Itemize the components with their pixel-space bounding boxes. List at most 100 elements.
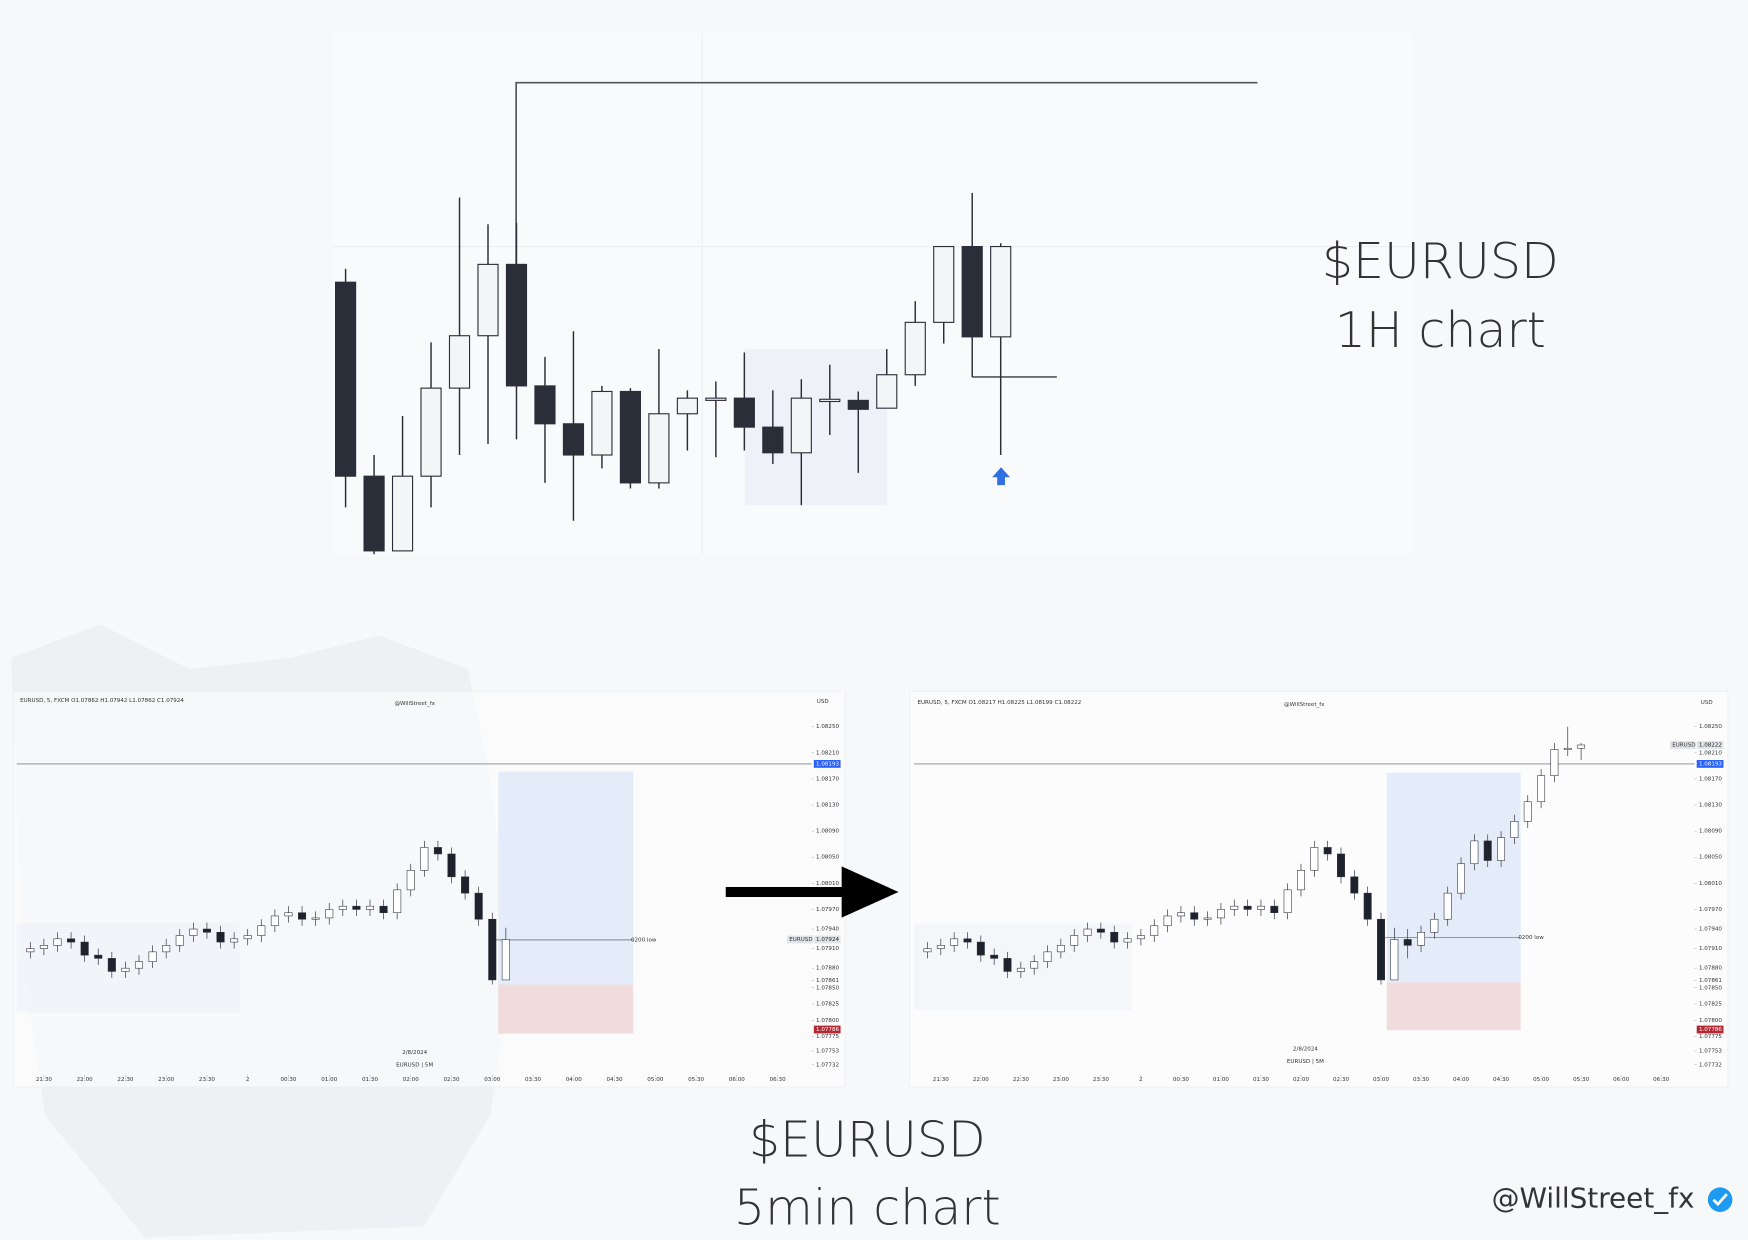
candle-body: [562, 423, 585, 456]
candle-body: [961, 245, 983, 338]
candle-body: [976, 941, 985, 956]
candle-body: [1176, 912, 1185, 917]
y-tick-label: 1.07880: [816, 966, 839, 972]
y-tick-label: 1.08130: [816, 803, 839, 809]
price-tag: 1.08193: [1699, 761, 1722, 767]
y-tick-label: 1.07880: [1699, 966, 1722, 972]
y-tick-label: 1.07800: [816, 1018, 839, 1024]
candle-body: [406, 870, 415, 891]
candle-body: [762, 426, 784, 454]
candle-body: [1577, 744, 1586, 749]
candle-body: [334, 281, 357, 477]
candle-body: [39, 945, 48, 949]
candle-body: [284, 912, 293, 917]
footer-title: $EURUSD: [749, 1110, 986, 1168]
y-tick-label: 1.07753: [1699, 1049, 1722, 1055]
target-zone: [498, 771, 634, 985]
x-tick-label: 05:00: [647, 1077, 663, 1083]
candle-body: [379, 905, 388, 913]
candle-body: [230, 938, 239, 943]
candle-body: [257, 925, 266, 936]
price-tag-bg: [1696, 741, 1724, 749]
up-arrow: [992, 467, 1011, 486]
candle-body: [94, 954, 103, 959]
target-zone: [1386, 772, 1521, 983]
y-tick-label: 1.07970: [816, 907, 839, 913]
x-tick-label: 22:30: [117, 1077, 133, 1083]
y-tick-label: 1.08250: [816, 724, 839, 730]
x-tick-label: 04:30: [607, 1077, 623, 1083]
candle-body: [1257, 905, 1265, 910]
candle-body: [311, 917, 320, 920]
watermark-text: @WillStreet_fx: [394, 701, 435, 707]
candle-body: [189, 928, 198, 936]
candle-body: [963, 938, 972, 943]
candle-body: [990, 245, 1012, 338]
watermark-text: @WillStreet_fx: [1284, 702, 1325, 708]
candle-body: [474, 892, 483, 920]
candle-body: [1537, 775, 1546, 803]
candle-body: [1403, 939, 1412, 946]
y-tick-label: 1.07970: [1699, 907, 1722, 913]
candle-body: [923, 948, 932, 953]
candle-body: [1323, 847, 1332, 855]
handle: @WillStreet_fx: [1492, 1182, 1695, 1215]
y-tick-label: 1.07850: [816, 985, 839, 991]
candle-body: [950, 938, 959, 946]
candle-body: [433, 847, 442, 855]
x-tick-label: 05:00: [1533, 1077, 1549, 1083]
y-tick-label: 1.08130: [1699, 803, 1722, 809]
price-tag-bg: [813, 1025, 841, 1034]
candle-body: [298, 912, 307, 920]
x-tick-label: 22:30: [1013, 1077, 1029, 1083]
x-tick-label: 23:30: [199, 1077, 215, 1083]
y-tick-label: 1.08010: [816, 881, 839, 887]
candle-body: [67, 938, 76, 943]
x-tick-label: 02:30: [1333, 1077, 1349, 1083]
chart-subtitle: 1H chart: [1335, 301, 1546, 359]
candle-body: [1563, 747, 1572, 750]
candle-body: [393, 889, 402, 913]
x-tick-label: 02:00: [403, 1077, 419, 1083]
candle-body: [338, 905, 347, 910]
price-tag-name-bg: [787, 935, 813, 944]
y-tick-label: 1.07800: [1699, 1018, 1722, 1024]
candle-body: [1457, 863, 1465, 894]
candle-body: [461, 876, 470, 894]
price-tag: 1.08222: [1699, 742, 1722, 748]
candle-body: [705, 397, 727, 401]
y-tick-label: 1.08170: [816, 776, 839, 782]
candle-body: [134, 961, 144, 969]
price-tag: 1.07924: [816, 937, 839, 943]
y-tick-label: 1.08090: [1699, 829, 1722, 835]
candle-body: [1443, 892, 1452, 920]
candle-body: [175, 935, 184, 946]
y-tick-label: 1.07775: [816, 1034, 839, 1040]
x-tick-label: 04:30: [1493, 1077, 1509, 1083]
candle-body: [1043, 951, 1052, 962]
candle-body: [501, 939, 510, 981]
y-tick-label: 1.07825: [816, 1002, 839, 1008]
candle-body: [53, 938, 62, 946]
chart-caption: EURUSD | 5M: [1287, 1059, 1324, 1065]
stop-zone: [498, 984, 634, 1034]
y-tick-label: 1.08210: [816, 750, 839, 756]
candle-body: [933, 245, 955, 323]
y-tick-label: 1.08090: [816, 829, 839, 835]
y-tick-label: 1.07732: [1699, 1062, 1722, 1068]
y-tick-label: 1.08050: [816, 855, 839, 861]
candle-body: [1203, 917, 1212, 920]
candle-body: [107, 958, 116, 972]
candle-body: [162, 945, 171, 953]
x-tick-label: 03:00: [484, 1077, 500, 1083]
candle-body: [1523, 801, 1532, 822]
date: 2/8/2024: [1293, 1047, 1318, 1053]
x-tick-label: 23:00: [158, 1077, 174, 1083]
date: 2/8/2024: [402, 1050, 427, 1056]
y-tick-label: 1.08210: [1699, 750, 1722, 756]
annotation: 0200 low: [631, 937, 657, 943]
x-tick-label: 21:30: [933, 1077, 949, 1083]
y-tick-label: 1.08050: [1699, 855, 1722, 861]
badge-check: [1712, 1193, 1728, 1207]
chart-caption: EURUSD | 5M: [396, 1062, 433, 1068]
